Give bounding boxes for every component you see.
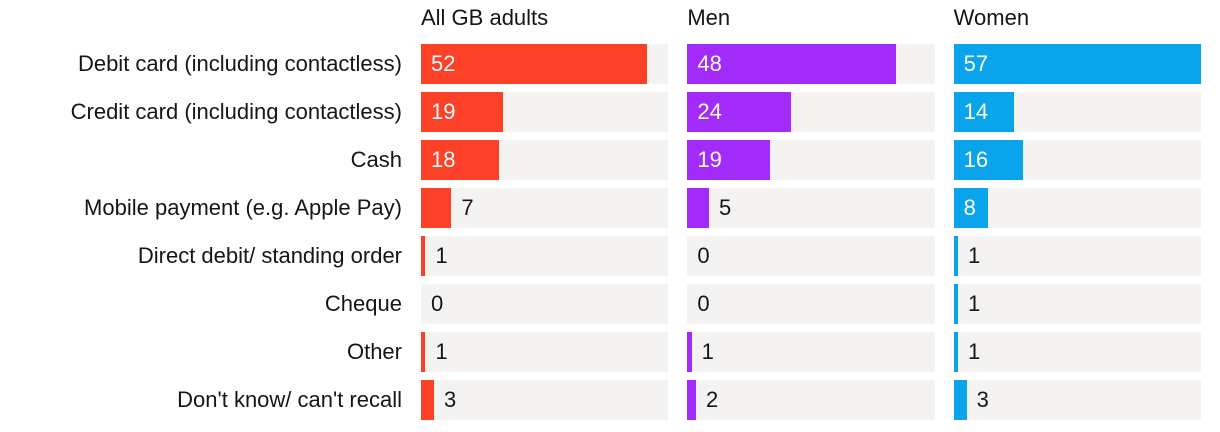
bar-track: 48 (687, 44, 935, 84)
bar (687, 140, 770, 180)
value-label: 24 (697, 99, 722, 124)
value-label: 52 (431, 51, 456, 76)
bar (953, 284, 958, 324)
bar (421, 380, 435, 420)
value-label: 0 (431, 291, 444, 316)
bar (953, 140, 1024, 180)
category-label: Other (346, 339, 402, 364)
bar (953, 188, 989, 228)
bar-track: 1 (421, 332, 669, 372)
column-headers: All GB adults Men Women (0, 0, 1201, 44)
chart-row: Cash 18 19 16 (0, 140, 1201, 180)
bar (421, 44, 647, 84)
chart-row: Mobile payment (e.g. Apple Pay) 7 5 8 (0, 188, 1201, 228)
bar-track: 57 (953, 44, 1201, 84)
category-label: Direct debit/ standing order (137, 243, 402, 268)
bar-track: 1 (953, 332, 1201, 372)
bar (421, 140, 500, 180)
bar-track: 1 (953, 236, 1201, 276)
value-label: 48 (697, 51, 722, 76)
bar-track: 14 (953, 92, 1201, 132)
chart-row: Other 1 1 1 (0, 332, 1201, 372)
bar-track: 1 (687, 332, 935, 372)
category-label: Mobile payment (e.g. Apple Pay) (84, 195, 402, 220)
value-label: 5 (719, 195, 732, 220)
bar-track: 0 (687, 236, 935, 276)
value-label: 1 (967, 291, 981, 316)
value-label: 0 (697, 291, 710, 316)
value-label: 57 (963, 51, 989, 76)
value-label: 2 (706, 387, 719, 412)
value-label: 7 (461, 195, 474, 220)
bar (953, 44, 1201, 84)
value-label: 8 (963, 195, 976, 220)
value-label: 1 (435, 243, 448, 268)
bar-track: 7 (421, 188, 669, 228)
category-label: Cash (350, 147, 402, 172)
bar-track: 3 (421, 380, 669, 420)
bar (421, 92, 504, 132)
value-label: 18 (431, 147, 456, 172)
bar-track: 0 (421, 284, 669, 324)
bar-track: 18 (421, 140, 669, 180)
chart-body: Debit card (including contactless) 52 48 57… (0, 44, 1201, 420)
bar (687, 188, 710, 228)
value-label: 19 (697, 147, 722, 172)
bar (421, 236, 426, 276)
value-label: 3 (976, 387, 989, 412)
bar-track: 3 (953, 380, 1201, 420)
bar (687, 380, 696, 420)
bar-track: 2 (687, 380, 935, 420)
bar-track: 1 (421, 236, 669, 276)
value-label: 19 (431, 99, 456, 124)
category-label: Debit card (including contactless) (77, 51, 402, 76)
series-header-men: Men (687, 5, 731, 30)
value-label: 1 (967, 243, 981, 268)
bar-track: 19 (421, 92, 669, 132)
bar-track: 52 (421, 44, 669, 84)
value-label: 3 (444, 387, 457, 412)
bar (953, 332, 958, 372)
value-label: 1 (701, 339, 714, 364)
value-label: 1 (967, 339, 981, 364)
bar-track: 5 (687, 188, 935, 228)
category-label: Cheque (324, 291, 402, 316)
bar (953, 92, 1015, 132)
bar-track: 0 (687, 284, 935, 324)
bar-track: 24 (687, 92, 935, 132)
category-label: Credit card (including contactless) (70, 99, 402, 124)
bar (953, 380, 967, 420)
chart-row: Cheque 0 0 1 (0, 284, 1201, 324)
series-header-all-gb-adults: All GB adults (421, 5, 549, 30)
chart-row: Debit card (including contactless) 52 48 57 (0, 44, 1201, 84)
chart-row: Direct debit/ standing order 1 0 1 (0, 236, 1201, 276)
bar (421, 188, 452, 228)
chart-row: Don't know/ can't recall 3 2 3 (0, 380, 1201, 420)
category-label: Don't know/ can't recall (177, 387, 402, 412)
bar-track: 16 (953, 140, 1201, 180)
bar (687, 332, 692, 372)
bar-track: 8 (953, 188, 1201, 228)
value-label: 16 (963, 147, 989, 172)
bar (687, 44, 896, 84)
series-header-women: Women (953, 5, 1030, 30)
bar-track: 19 (687, 140, 935, 180)
bar (953, 236, 958, 276)
value-label: 0 (697, 243, 710, 268)
bar (421, 332, 426, 372)
chart-row: Credit card (including contactless) 19 24 1… (0, 92, 1201, 132)
value-label: 1 (435, 339, 448, 364)
bar-track: 1 (953, 284, 1201, 324)
value-label: 14 (963, 99, 989, 124)
bar (687, 92, 792, 132)
